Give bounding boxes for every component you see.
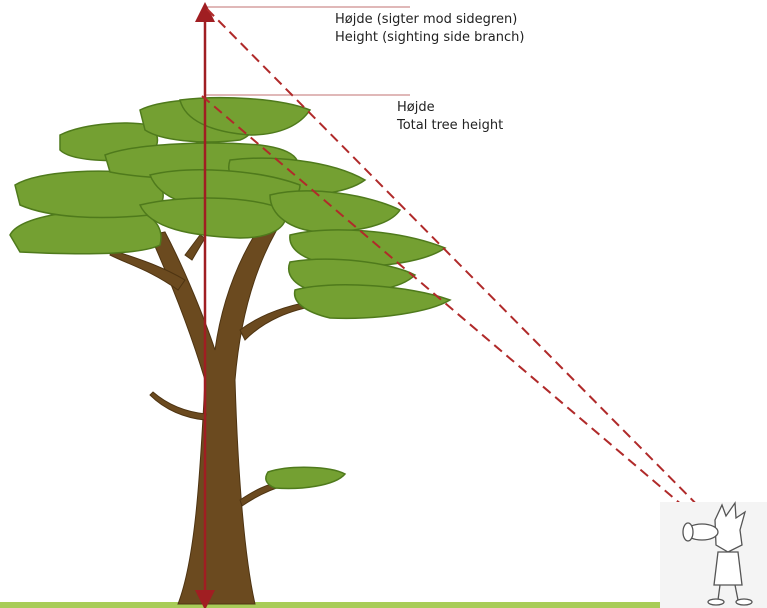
sight-line: [207, 9, 722, 530]
label-line: Højde: [397, 100, 435, 115]
observer: [660, 502, 767, 608]
ground: [0, 602, 767, 608]
label-line: Total tree height: [396, 118, 503, 133]
label-line: Height (sighting side branch): [335, 30, 524, 45]
label-line: Højde (sigter mod sidegren): [335, 12, 517, 27]
diagram: Højde (sigter mod sidegren) Height (sigh…: [0, 0, 767, 608]
